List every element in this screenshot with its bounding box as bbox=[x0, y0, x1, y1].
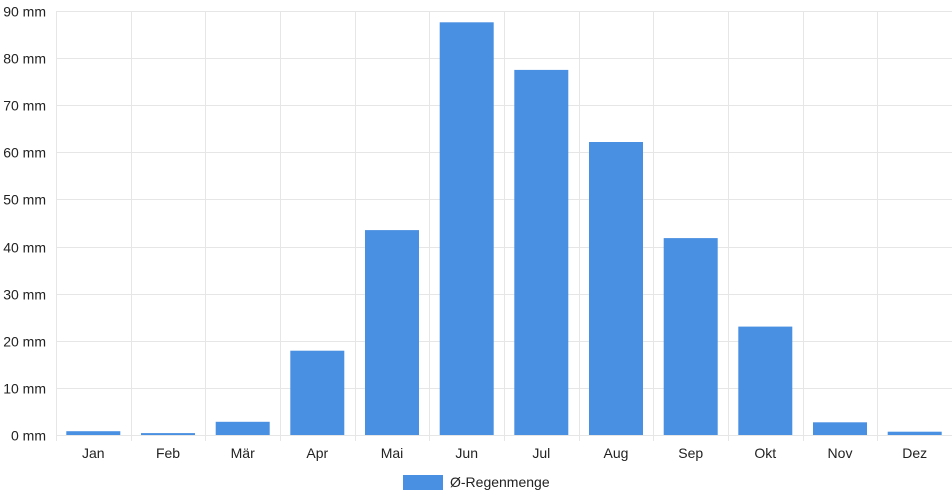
y-tick-label: 40 mm bbox=[3, 240, 46, 256]
x-tick-label: Jan bbox=[82, 445, 105, 461]
y-tick-label: 20 mm bbox=[3, 334, 46, 350]
x-tick-label: Apr bbox=[306, 445, 328, 461]
bars-layer bbox=[66, 22, 942, 436]
x-tick-label: Dez bbox=[902, 445, 927, 461]
y-tick-label: 10 mm bbox=[3, 381, 46, 397]
bar-okt[interactable] bbox=[738, 326, 793, 435]
bar-apr[interactable] bbox=[290, 350, 345, 435]
x-tick-label: Aug bbox=[604, 445, 629, 461]
y-tick-label: 50 mm bbox=[3, 192, 46, 208]
bar-mär[interactable] bbox=[215, 421, 270, 435]
bar-feb[interactable] bbox=[141, 433, 195, 435]
y-axis: 0 mm 10 mm 20 mm 30 mm 40 mm 50 mm 60 mm 70 mm 8… bbox=[3, 4, 46, 444]
bar-aug[interactable] bbox=[589, 142, 643, 435]
bar-jun[interactable] bbox=[439, 22, 494, 436]
x-tick-label: Okt bbox=[754, 445, 776, 461]
x-tick-label: Feb bbox=[156, 445, 180, 461]
x-tick-label: Jul bbox=[532, 445, 550, 461]
y-tick-label: 60 mm bbox=[3, 145, 46, 161]
y-tick-label: 90 mm bbox=[3, 4, 46, 20]
x-tick-label: Nov bbox=[828, 445, 853, 461]
y-tick-label: 0 mm bbox=[11, 428, 46, 444]
bar-jan[interactable] bbox=[66, 431, 121, 435]
y-tick-label: 30 mm bbox=[3, 287, 46, 303]
legend[interactable]: Ø-Regenmenge bbox=[403, 474, 550, 490]
y-tick-label: 80 mm bbox=[3, 51, 46, 67]
bar-nov[interactable] bbox=[813, 422, 867, 435]
x-tick-label: Mai bbox=[381, 445, 404, 461]
legend-swatch[interactable] bbox=[403, 475, 443, 490]
y-tick-label: 70 mm bbox=[3, 98, 46, 114]
bar-jul[interactable] bbox=[514, 69, 569, 436]
grid-layer bbox=[56, 11, 952, 441]
x-axis: Jan Feb Mär Apr Mai Jun Jul Aug Sep Okt Nov Dez bbox=[82, 445, 927, 461]
x-tick-label: Jun bbox=[455, 445, 478, 461]
x-tick-label: Sep bbox=[678, 445, 703, 461]
x-tick-label: Mär bbox=[231, 445, 255, 461]
legend-label[interactable]: Ø-Regenmenge bbox=[450, 474, 550, 490]
bar-sep[interactable] bbox=[663, 238, 718, 435]
bar-mai[interactable] bbox=[365, 230, 419, 435]
bar-dez[interactable] bbox=[887, 431, 942, 435]
